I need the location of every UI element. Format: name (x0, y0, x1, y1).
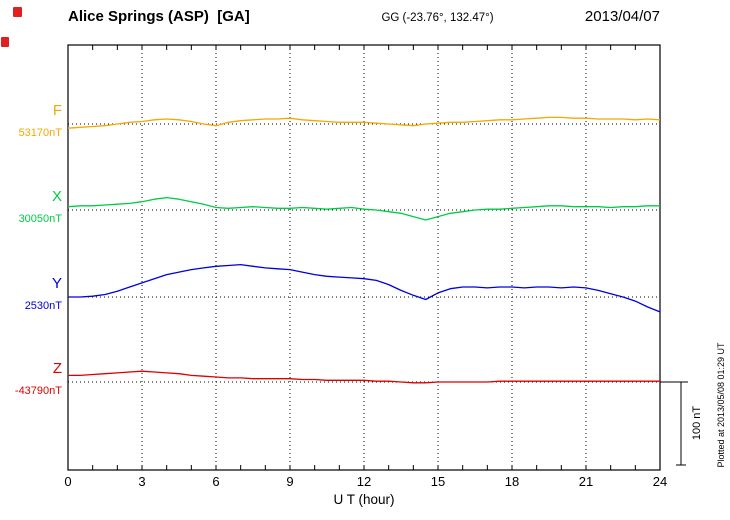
component-label-Z: Z (52, 360, 62, 377)
x-tick-label-6: 6 (212, 474, 220, 489)
x-tick-label-9: 9 (286, 474, 294, 489)
trace-Z (68, 370, 660, 384)
station-title: Alice Springs (ASP) [GA] (68, 8, 250, 25)
plotted-at-note: Plotted at 2013/05/08 01:29 UT (716, 342, 726, 468)
x-tick-label-15: 15 (430, 474, 446, 489)
x-tick-label-18: 18 (504, 474, 520, 489)
x-axis-label: U T (hour) (333, 492, 395, 507)
x-tick-label-24: 24 (652, 474, 668, 489)
x-tick-label-3: 3 (138, 474, 146, 489)
component-label-Y: Y (51, 275, 62, 292)
x-tick-label-0: 0 (64, 474, 72, 489)
trace-F (67, 116, 661, 129)
scale-bar-label: 100 nT (691, 405, 703, 441)
baseline-value-F: 53170nT (18, 127, 62, 139)
baseline-value-Z: -43790nT (14, 385, 62, 397)
red-artifact-mark-top (13, 7, 22, 17)
trace-Y (68, 263, 661, 313)
baseline-value-X: 30050nT (18, 213, 62, 225)
component-label-F: F (52, 102, 62, 119)
geo-coordinates: GG (-23.76°, 132.47°) (381, 12, 494, 24)
x-tick-label-21: 21 (578, 474, 594, 489)
plot-date: 2013/04/07 (584, 8, 660, 25)
component-label-X: X (51, 188, 62, 205)
baseline-value-Y: 2530nT (24, 300, 62, 312)
red-artifact-mark-left (1, 37, 9, 47)
trace-X (67, 196, 660, 221)
x-tick-label-12: 12 (356, 474, 372, 489)
